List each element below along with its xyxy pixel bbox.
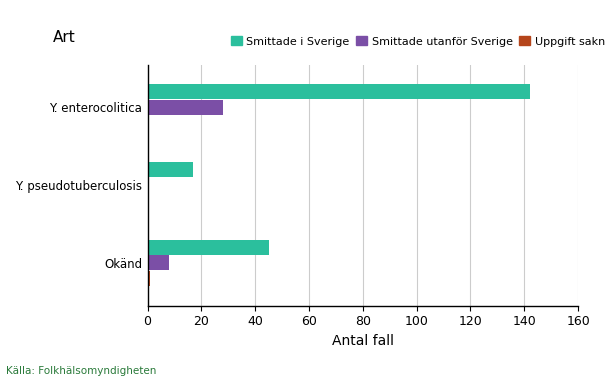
Bar <box>148 271 150 286</box>
Legend: Smittade i Sverige, Smittade utanför Sverige, Uppgift saknas: Smittade i Sverige, Smittade utanför Sve… <box>231 36 605 47</box>
Bar <box>148 84 530 99</box>
Bar <box>148 162 194 177</box>
Bar <box>148 100 223 115</box>
Bar <box>148 256 169 270</box>
Text: Källa: Folkhälsomyndigheten: Källa: Folkhälsomyndigheten <box>6 366 157 376</box>
X-axis label: Antal fall: Antal fall <box>332 334 394 348</box>
Bar <box>148 240 269 255</box>
Text: Art: Art <box>53 30 76 45</box>
